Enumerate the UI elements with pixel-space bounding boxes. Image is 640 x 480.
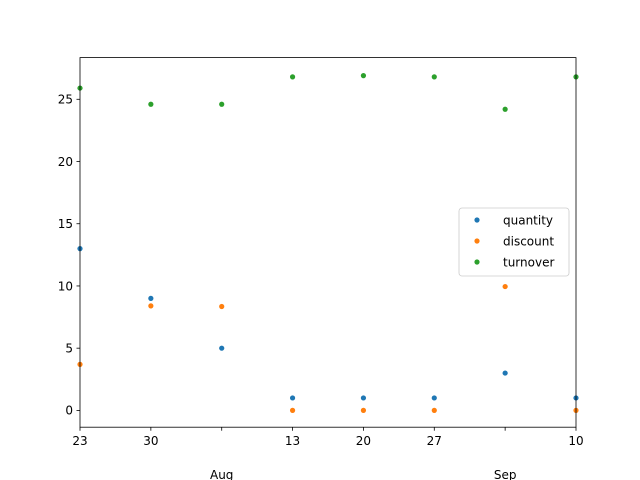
plot-frame	[79, 57, 577, 428]
quantity-point	[289, 395, 296, 401]
legend-label-turnover: turnover	[503, 255, 554, 269]
y-tick-label: 10	[58, 279, 73, 293]
legend-label-quantity: quantity	[503, 213, 553, 227]
x-tick-label: 30	[143, 434, 158, 448]
discount-point	[431, 407, 437, 413]
x-tick-label: 10	[568, 434, 583, 448]
discount-point	[289, 407, 296, 413]
legend-marker-turnover	[474, 259, 480, 265]
quantity-point	[502, 370, 508, 376]
quantity-point	[219, 345, 225, 351]
turnover-point	[360, 73, 367, 79]
legend-box	[458, 207, 570, 277]
x-axis: 23 30 Aug 13 20 27 Sep 10	[72, 427, 584, 480]
turnover-point	[289, 74, 296, 80]
y-tick-label: 5	[65, 341, 73, 355]
turnover-point	[431, 74, 437, 80]
x-tick-label: 13	[285, 434, 300, 448]
discount-point	[502, 283, 508, 290]
discount-point	[219, 303, 225, 310]
x-tick-month-label: Sep	[494, 468, 517, 480]
quantity-point	[148, 295, 154, 301]
y-tick-label: 15	[58, 217, 73, 231]
legend-marker-discount	[474, 238, 480, 244]
y-tick-label: 0	[65, 404, 73, 418]
legend-marker-quantity	[474, 217, 480, 223]
y-tick-label: 20	[58, 155, 73, 169]
quantity-point	[431, 395, 437, 401]
quantity-point	[360, 395, 367, 401]
x-tick-label: 27	[427, 434, 442, 448]
x-tick-label: 20	[356, 434, 371, 448]
x-tick-month-label: Aug	[210, 468, 233, 480]
y-axis: 0 5 10 15 20 25	[58, 93, 80, 418]
turnover-point	[502, 106, 508, 112]
discount-point	[148, 303, 154, 309]
y-tick-label: 25	[58, 93, 73, 107]
legend-label-discount: discount	[503, 234, 554, 248]
discount-point	[360, 407, 367, 413]
turnover-point	[148, 101, 154, 107]
legend: quantity discount turnover	[458, 207, 570, 277]
turnover-point	[219, 101, 225, 107]
x-tick-label: 23	[72, 434, 87, 448]
